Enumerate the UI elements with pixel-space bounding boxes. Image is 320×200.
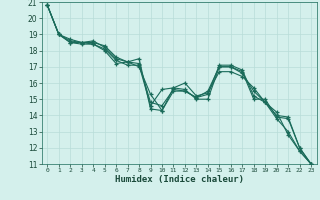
X-axis label: Humidex (Indice chaleur): Humidex (Indice chaleur) [115, 175, 244, 184]
